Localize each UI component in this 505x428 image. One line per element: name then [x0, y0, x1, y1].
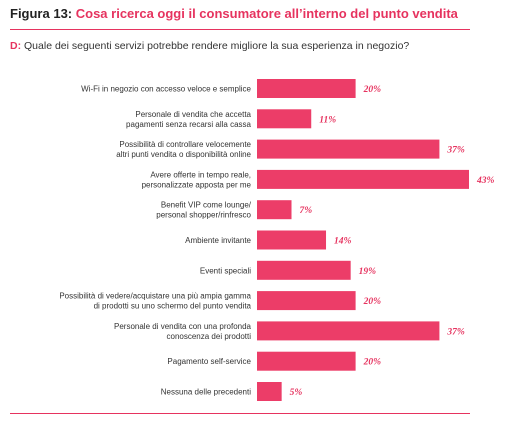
figure-title: Figura 13: Cosa ricerca oggi il consumat… [10, 6, 458, 21]
category-label-1: Personale di vendita che accetta pagament… [126, 110, 252, 129]
category-label-10: Nessuna delle precedenti [161, 388, 252, 397]
category-label-0: Wi-Fi in negozio con accesso veloce e se… [81, 85, 251, 94]
bar-2 [257, 139, 440, 159]
bar-9 [257, 351, 356, 371]
bar-3 [257, 169, 469, 189]
value-label-4: 7% [300, 206, 313, 216]
category-label-4: Benefit VIP come lounge/personal shopper… [156, 201, 251, 220]
category-label-8: Personale di vendita con una profonda con… [114, 322, 252, 341]
bar-5 [257, 230, 327, 250]
value-label-0: 20% [363, 85, 382, 95]
value-label-2: 37% [446, 146, 465, 156]
figure-number: Figura 13: [10, 6, 73, 21]
bar-1 [257, 109, 312, 129]
value-label-3: 43% [476, 176, 495, 186]
survey-question: D: Quale dei seguenti servizi potrebbe r… [10, 40, 409, 52]
question-text: Quale dei seguenti servizi potrebbe rend… [24, 40, 410, 52]
bar-10 [257, 382, 282, 401]
category-label-9: Pagamento self-service [167, 357, 251, 366]
category-label-3: Avere offerte in tempo reale, personalizz… [142, 170, 252, 189]
category-label-2: Possibilità di controllare velocemente al… [116, 140, 251, 159]
bar-7 [257, 291, 356, 311]
bar-4 [257, 200, 292, 220]
value-label-10: 5% [290, 388, 303, 398]
value-label-5: 14% [334, 237, 352, 247]
question-prefix: D: [10, 40, 22, 52]
value-label-8: 37% [446, 327, 465, 337]
category-label-5: Ambiente invitante [185, 236, 251, 245]
top-divider [10, 29, 470, 30]
bar-0 [257, 79, 356, 98]
figure-title-text: Cosa ricerca oggi il consumatore all’int… [75, 6, 458, 21]
bar-8 [257, 321, 440, 341]
category-label-6: Eventi speciali [200, 266, 251, 275]
value-label-1: 11% [319, 115, 336, 125]
value-label-6: 19% [359, 267, 377, 277]
bar-6 [257, 260, 351, 280]
value-label-7: 20% [363, 297, 382, 307]
bottom-divider [10, 413, 470, 414]
category-label-7: Possibilità di vedere/acquistare una più… [59, 292, 251, 311]
value-label-9: 20% [363, 358, 382, 368]
